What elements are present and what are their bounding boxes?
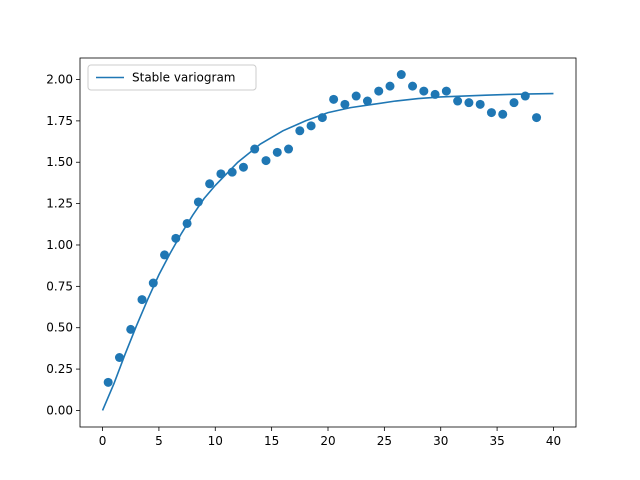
data-point [362, 96, 372, 106]
data-point [261, 156, 271, 166]
y-tick-label: 0.00 [46, 403, 73, 417]
data-point [329, 94, 339, 104]
data-point [238, 162, 248, 172]
data-point [351, 91, 361, 101]
data-point [419, 86, 429, 96]
plot-layer [101, 70, 554, 411]
data-point [284, 144, 294, 154]
data-point [216, 169, 226, 179]
legend-box [87, 64, 257, 91]
data-point [126, 324, 136, 334]
x-tick-label: 40 [546, 434, 561, 448]
x-tick-label: 35 [489, 434, 504, 448]
x-tick-label: 30 [433, 434, 448, 448]
legend: Stable variogram [87, 64, 257, 91]
data-point [137, 295, 147, 305]
data-point [509, 98, 519, 108]
data-point [374, 86, 384, 96]
x-tick-label: 5 [155, 434, 163, 448]
data-point [475, 99, 485, 109]
y-tick-label: 2.00 [46, 73, 73, 87]
x-tick-label: 10 [208, 434, 223, 448]
data-point [385, 81, 395, 91]
data-point [272, 147, 282, 157]
y-tick-label: 0.25 [46, 362, 73, 376]
data-point [396, 70, 406, 80]
x-tick-label: 15 [264, 434, 279, 448]
x-tick-label: 0 [99, 434, 107, 448]
data-point [520, 91, 530, 101]
data-point [486, 108, 496, 118]
y-tick-label: 0.50 [46, 321, 73, 335]
data-point [114, 353, 124, 363]
data-point [498, 109, 508, 119]
data-point [340, 99, 350, 109]
data-point [532, 113, 542, 123]
y-tick-label: 1.25 [46, 197, 73, 211]
data-point [295, 126, 305, 136]
data-point [205, 179, 215, 189]
legend-label: Stable variogram [132, 71, 235, 85]
data-point [103, 377, 113, 387]
y-tick-label: 1.00 [46, 238, 73, 252]
data-point [441, 86, 451, 96]
x-tick-label: 20 [320, 434, 335, 448]
x-tick-label: 25 [377, 434, 392, 448]
data-point [160, 250, 170, 260]
data-point [464, 98, 474, 108]
data-point [306, 121, 316, 131]
data-point [453, 96, 463, 106]
y-tick-label: 1.50 [46, 155, 73, 169]
stable-variogram-line [101, 92, 554, 411]
y-tick-label: 1.75 [46, 114, 73, 128]
y-tick-label: 0.75 [46, 279, 73, 293]
axes-layer: 0 5 10 15 20 25 30 35 40 0.00 0.25 0.50 0.75 1.00 1.25… [46, 57, 577, 448]
data-point [408, 81, 418, 91]
